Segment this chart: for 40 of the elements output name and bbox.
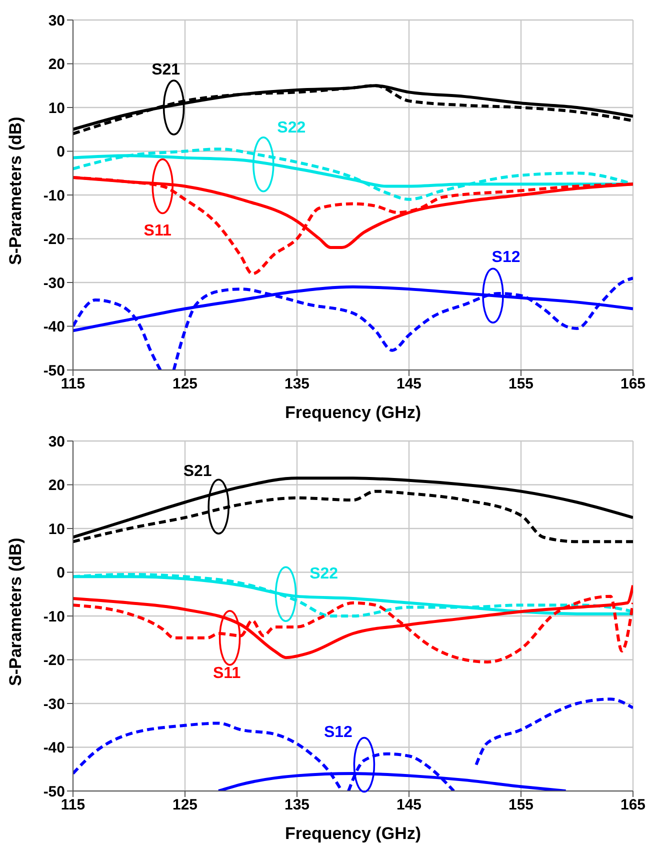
x-tick-label: 125 [172, 376, 198, 393]
y-tick-label: -40 [43, 318, 65, 336]
y-tick-label: -20 [43, 652, 65, 670]
x-tick-label: 135 [284, 376, 310, 393]
y-tick-label: 30 [48, 12, 65, 30]
y-tick-label: -40 [43, 740, 65, 757]
x-tick-label: 155 [508, 796, 534, 814]
line-series [73, 476, 633, 539]
y-tick-label: -30 [43, 696, 65, 713]
y-tick-label: -30 [43, 274, 65, 292]
annotation: S22 [310, 565, 338, 582]
y-tick-label: 10 [48, 100, 65, 117]
x-axis-title: Frequency (GHz) [284, 403, 422, 422]
annotation: S12 [324, 724, 353, 741]
y-tick-label: -20 [43, 231, 65, 248]
annotation: S11 [144, 222, 172, 240]
annotation: S11 [213, 665, 241, 682]
y-axis-title: S-Parameters (dB) [6, 116, 26, 265]
x-tick-label: 135 [284, 796, 310, 814]
x-tick-label: 145 [396, 376, 422, 393]
y-tick-label: 10 [48, 520, 65, 538]
line-series [73, 584, 633, 660]
x-tick-label: 145 [396, 796, 422, 814]
x-tick-label: 125 [172, 796, 198, 814]
y-tick-label: 30 [48, 433, 65, 450]
y-axis-title: S-Parameters (dB) [6, 538, 26, 686]
y-tick-label: -10 [43, 187, 65, 204]
x-axis-title: Frequency (GHz) [284, 824, 422, 843]
annotation: S22 [277, 120, 306, 137]
y-tick-label: 0 [56, 564, 65, 582]
y-tick-label: -10 [43, 608, 65, 626]
y-tick-label: 0 [56, 144, 65, 161]
y-tick-label: 20 [48, 56, 65, 74]
annotation: S21 [152, 62, 180, 79]
x-tick-label: 165 [620, 796, 646, 814]
y-tick-label: 20 [48, 477, 65, 494]
annotation: S21 [183, 462, 212, 480]
annotation: S12 [492, 248, 520, 266]
x-tick-label: 155 [508, 376, 534, 393]
x-tick-label: 165 [620, 376, 646, 393]
